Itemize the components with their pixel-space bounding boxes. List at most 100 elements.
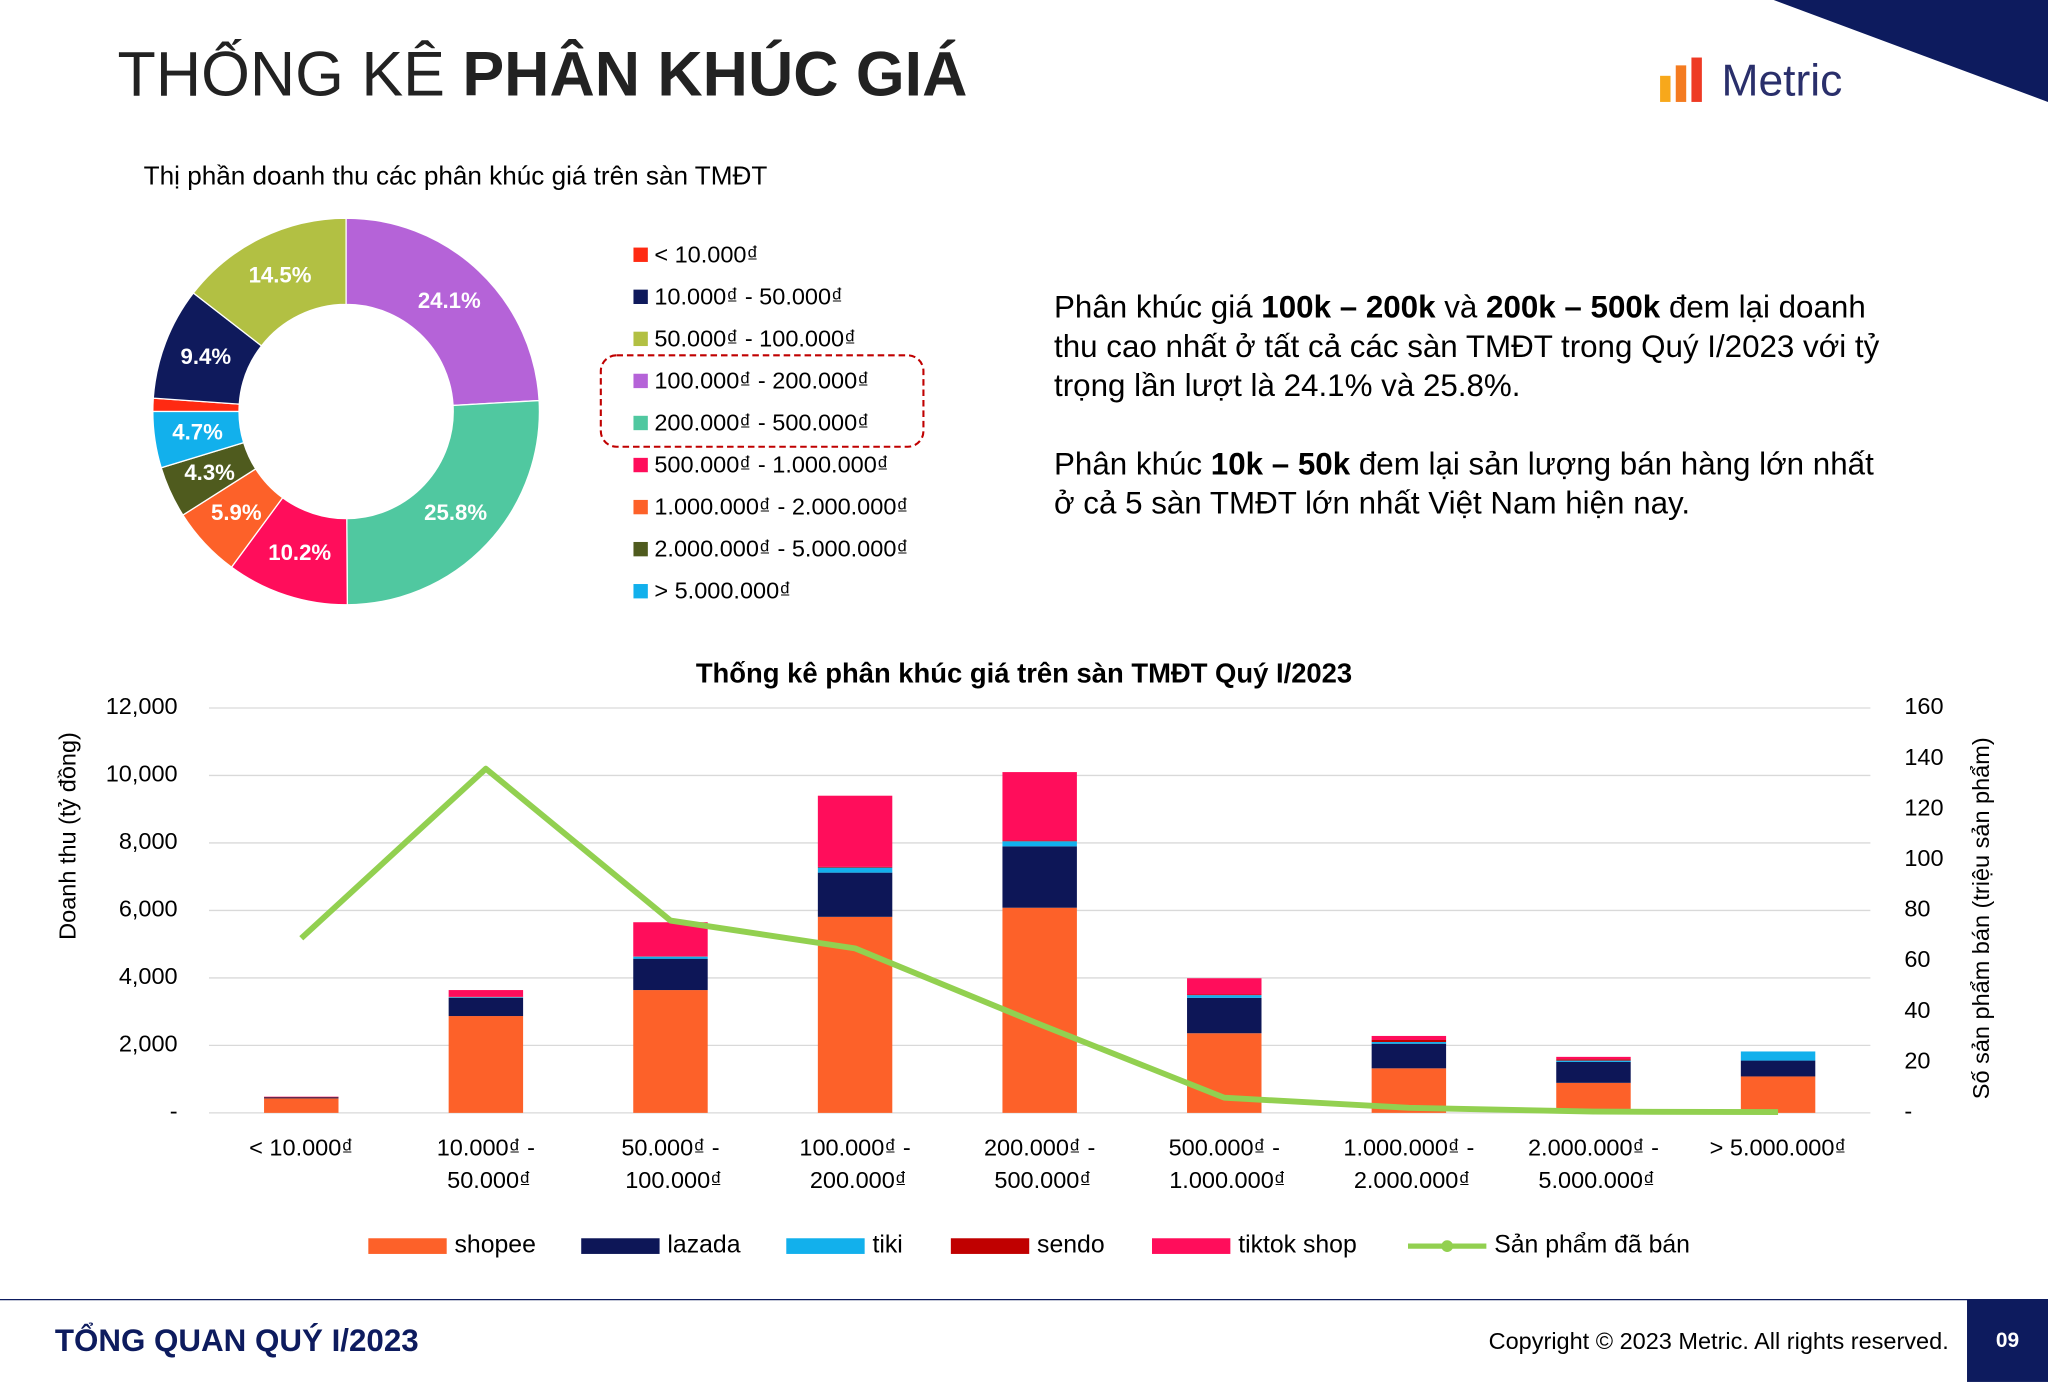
- legend-swatch: [633, 499, 648, 515]
- logo-icon: [1660, 57, 1702, 102]
- bar-segment: [633, 922, 708, 957]
- x-tick-label: < 10.000₫: [249, 1135, 353, 1161]
- y2-tick-label: 80: [1904, 896, 1930, 922]
- pie-slice: [152, 410, 245, 469]
- bar-segment: [1187, 994, 1262, 996]
- y2-tick-label: 160: [1904, 693, 1943, 719]
- x-tick-line: 5.000.000₫: [1532, 1167, 1655, 1193]
- y2-tick-label: 120: [1904, 794, 1943, 820]
- x-tick-line: 200.000₫ -: [984, 1135, 1095, 1161]
- bar-segment: [448, 997, 524, 998]
- bar-segment: [1002, 907, 1077, 1113]
- logo-text: Metric: [1721, 56, 1842, 105]
- bar-segment: [1002, 841, 1077, 847]
- legend-label: 500.000₫ - 1.000.000₫: [654, 452, 889, 478]
- paragraph-line: thu cao nhất ở tất cả các sàn TMĐT trong…: [1054, 329, 1880, 364]
- text-run: trọng lần lượt là 24.1% và 25.8%.: [1054, 368, 1520, 403]
- legend-label: 50.000₫ - 100.000₫: [654, 325, 856, 351]
- legend-swatch: [633, 457, 648, 473]
- y2-axis-title: Số sản phẩm bán (triệu sản phẩm): [1968, 737, 1994, 1099]
- slice-label: 24.1%: [418, 288, 481, 313]
- text-run: 10k – 50k: [1211, 447, 1351, 482]
- x-tick-line: 2.000.000₫ -: [1528, 1135, 1659, 1161]
- legend-swatch: [633, 289, 648, 304]
- bar-segment: [1556, 1082, 1631, 1113]
- text-run: đem lại sản lượng bán hàng lớn nhất: [1350, 447, 1874, 482]
- legend-swatch: [633, 331, 648, 347]
- x-tick-label: 100.000₫ - 200.000₫: [799, 1135, 910, 1194]
- y-tick-label: 10,000: [106, 761, 178, 787]
- legend-label: 1.000.000₫ - 2.000.000₫: [654, 494, 908, 520]
- legend-swatch: [633, 584, 648, 599]
- pie-slice: [346, 399, 541, 606]
- y-tick-label: 4,000: [119, 963, 178, 989]
- y2-tick-label: 20: [1904, 1047, 1930, 1073]
- legend-swatch: [633, 415, 648, 431]
- text-run: đem lại doanh: [1660, 290, 1866, 325]
- text-run: Phân khúc: [1054, 447, 1211, 482]
- x-tick-line: 100.000₫: [619, 1167, 723, 1193]
- x-tick-line: 2.000.000₫: [1347, 1167, 1470, 1193]
- legend-label: sendo: [1037, 1232, 1105, 1259]
- pie-slice: [345, 217, 540, 407]
- legend-swatch: [786, 1238, 865, 1254]
- paragraph-line: trọng lần lượt là 24.1% và 25.8%.: [1054, 368, 1520, 403]
- y2-tick-label: -: [1904, 1098, 1912, 1124]
- x-tick-label: 1.000.000₫ - 2.000.000₫: [1343, 1135, 1474, 1194]
- legend-label: 100.000₫ - 200.000₫: [654, 367, 869, 393]
- legend-label: shopee: [455, 1232, 536, 1259]
- legend-label: Sản phẩm đã bán: [1494, 1232, 1690, 1259]
- legend-label: 200.000₫ - 500.000₫: [654, 409, 869, 435]
- x-tick-line: 50.000₫: [441, 1167, 531, 1193]
- bar-segment: [448, 1016, 524, 1113]
- legend-swatch: [633, 373, 648, 389]
- bar-segment: [448, 990, 524, 997]
- corner-decoration: [1773, 0, 2048, 102]
- bar-segment: [1002, 840, 1077, 842]
- highlight-box: [599, 354, 925, 448]
- bar-segment: [1740, 1076, 1816, 1113]
- chart-title: Thị phần doanh thu các phân khúc giá trê…: [144, 161, 768, 191]
- x-tick-line: 10.000₫ -: [437, 1135, 535, 1161]
- bar-segment: [633, 990, 708, 1113]
- text-block: Phân khúc giá 100k – 200k và 200k – 500k…: [1054, 290, 1880, 521]
- footer-copyright: Copyright © 2023 Metric. All rights rese…: [1489, 1328, 1949, 1354]
- legend-swatch: [950, 1238, 1030, 1254]
- bar-segment: [264, 1097, 339, 1099]
- legend-label: lazada: [667, 1232, 740, 1259]
- x-tick-line: 500.000₫: [988, 1167, 1092, 1193]
- x-tick-label: > 5.000.000₫: [1710, 1135, 1847, 1161]
- text-run: 100k – 200k: [1261, 290, 1436, 325]
- page-number: 09: [1996, 1329, 2019, 1352]
- title-light: THỐNG KÊ: [118, 38, 463, 109]
- x-tick-label: 200.000₫ - 500.000₫: [984, 1135, 1095, 1194]
- bar-segment: [1556, 1061, 1631, 1083]
- bar-segment: [1187, 995, 1262, 998]
- legend-label: > 5.000.000₫: [654, 578, 791, 604]
- x-tick-label: 10.000₫ - 50.000₫: [437, 1135, 535, 1194]
- legend-swatch: [581, 1238, 660, 1254]
- page-number-box: [1967, 1299, 2048, 1382]
- legend-label: tiktok shop: [1238, 1232, 1357, 1259]
- y-tick-label: -: [170, 1098, 178, 1124]
- bar-segment: [1371, 1043, 1447, 1069]
- bar-segment: [817, 867, 893, 873]
- legend-swatch: [633, 247, 648, 262]
- slice-label: 5.9%: [211, 500, 262, 525]
- y2-tick-label: 60: [1904, 946, 1930, 972]
- bar-segment: [1740, 1051, 1816, 1061]
- x-tick-line: 50.000₫ -: [621, 1135, 719, 1161]
- slice-label: 4.3%: [184, 460, 235, 485]
- text-run: 200k – 500k: [1486, 290, 1661, 325]
- legend-label: 2.000.000₫ - 5.000.000₫: [654, 536, 908, 562]
- slice-label: 14.5%: [249, 262, 312, 287]
- bar-segment: [264, 1098, 339, 1113]
- x-tick-label: 2.000.000₫ - 5.000.000₫: [1528, 1135, 1659, 1194]
- bar-segment: [1371, 1039, 1447, 1043]
- y-tick-label: 2,000: [119, 1031, 178, 1057]
- legend-label: 10.000₫ - 50.000₫: [654, 283, 843, 309]
- bar-segment: [817, 872, 893, 917]
- x-tick-line: 1.000.000₫: [1163, 1167, 1286, 1193]
